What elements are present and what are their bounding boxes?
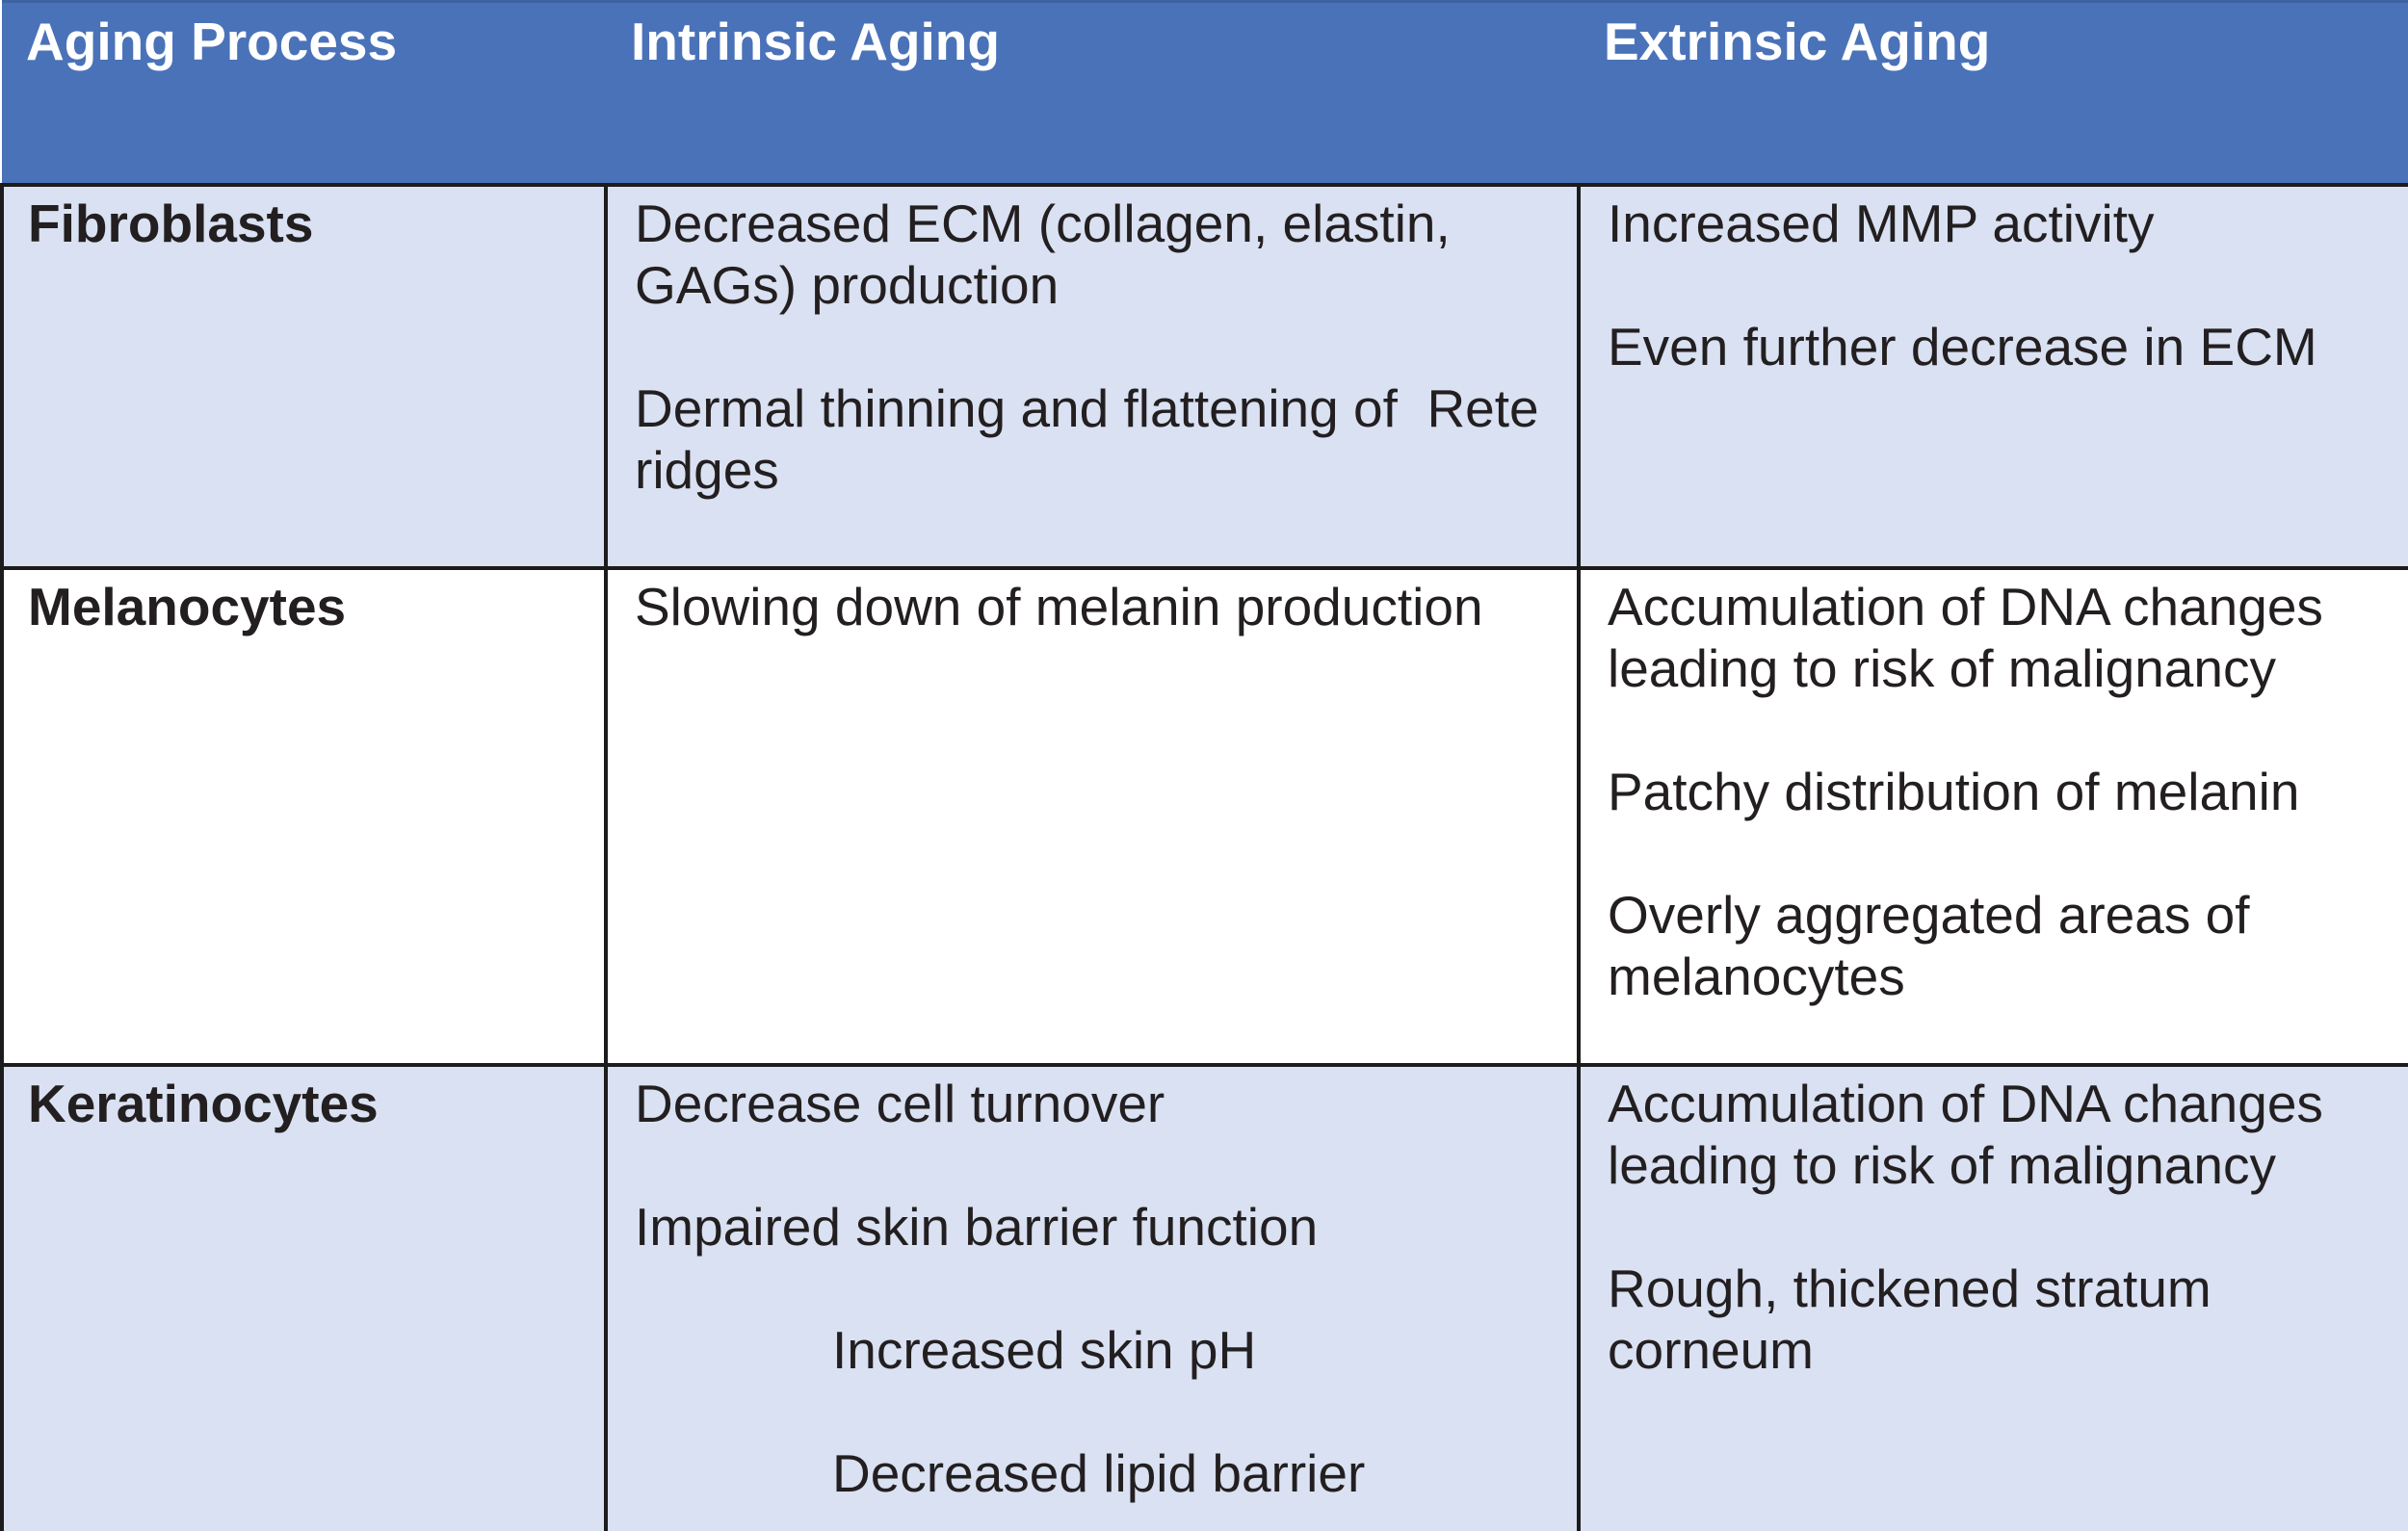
intrinsic-aging-cell: Decreased ECM (collagen, elastin, GAGs) … <box>604 182 1581 570</box>
header-row: Aging Process Intrinsic Aging Extrinsic … <box>2 0 2408 185</box>
row-label-cell: Melanocytes <box>0 565 608 1067</box>
cell-paragraph: Dermal thinning and flattening of Rete r… <box>635 377 1554 500</box>
cell-paragraph: Rough, thickened stratum corneum <box>1608 1258 2227 1380</box>
table-header: Aging Process Intrinsic Aging Extrinsic … <box>2 0 2408 185</box>
cell-paragraph: Accumulation of DNA changes leading to r… <box>1608 576 2339 698</box>
cell-paragraph: Even further decrease in ECM <box>1608 316 2317 376</box>
cell-paragraph: Impaired skin barrier function <box>635 1196 1319 1257</box>
row-label-cell: Fibroblasts <box>0 182 608 570</box>
column-header-intrinsic-aging: Intrinsic Aging <box>606 0 1579 185</box>
row-label-cell: Keratinocytes <box>0 1062 608 1531</box>
cell-paragraph: Slowing down of melanin production <box>635 576 1483 636</box>
table-body: Fibroblasts Decreased ECM (collagen, elas… <box>0 182 2408 1531</box>
cell-paragraph: Increased MMP activity <box>1608 193 2155 253</box>
cell-paragraph: Decreased ECM (collagen, elastin, GAGs) … <box>635 193 1466 315</box>
column-header-aging-process: Aging Process <box>2 0 606 185</box>
table-row: Melanocytes Slowing down of melanin produ… <box>0 565 2408 1067</box>
cell-paragraph: Accumulation of DNA changes leading to r… <box>1608 1073 2339 1195</box>
cell-paragraph: Decrease cell turnover <box>635 1073 1165 1133</box>
extrinsic-aging-cell: Accumulation of DNA changes leading to r… <box>1577 565 2408 1067</box>
cell-paragraph: Decreased lipid barrier <box>832 1442 1366 1503</box>
row-label: Fibroblasts <box>28 193 314 253</box>
cell-paragraph: Patchy distribution of melanin <box>1608 761 2300 821</box>
column-header-extrinsic-aging: Extrinsic Aging <box>1579 0 2408 185</box>
cell-paragraph: Increased skin pH <box>832 1319 1257 1380</box>
cell-paragraph: Overly aggregated areas of melanocytes <box>1608 884 2264 1006</box>
table-row: Keratinocytes Decrease cell turnover Impai… <box>0 1062 2408 1531</box>
extrinsic-aging-cell: Accumulation of DNA changes leading to r… <box>1577 1062 2408 1531</box>
row-label: Melanocytes <box>28 576 347 636</box>
table-row: Fibroblasts Decreased ECM (collagen, elas… <box>0 182 2408 570</box>
intrinsic-aging-cell: Decrease cell turnover Impaired skin barr… <box>604 1062 1581 1531</box>
intrinsic-aging-cell: Slowing down of melanin production <box>604 565 1581 1067</box>
extrinsic-aging-cell: Increased MMP activity Even further decre… <box>1577 182 2408 570</box>
row-label: Keratinocytes <box>28 1073 379 1133</box>
